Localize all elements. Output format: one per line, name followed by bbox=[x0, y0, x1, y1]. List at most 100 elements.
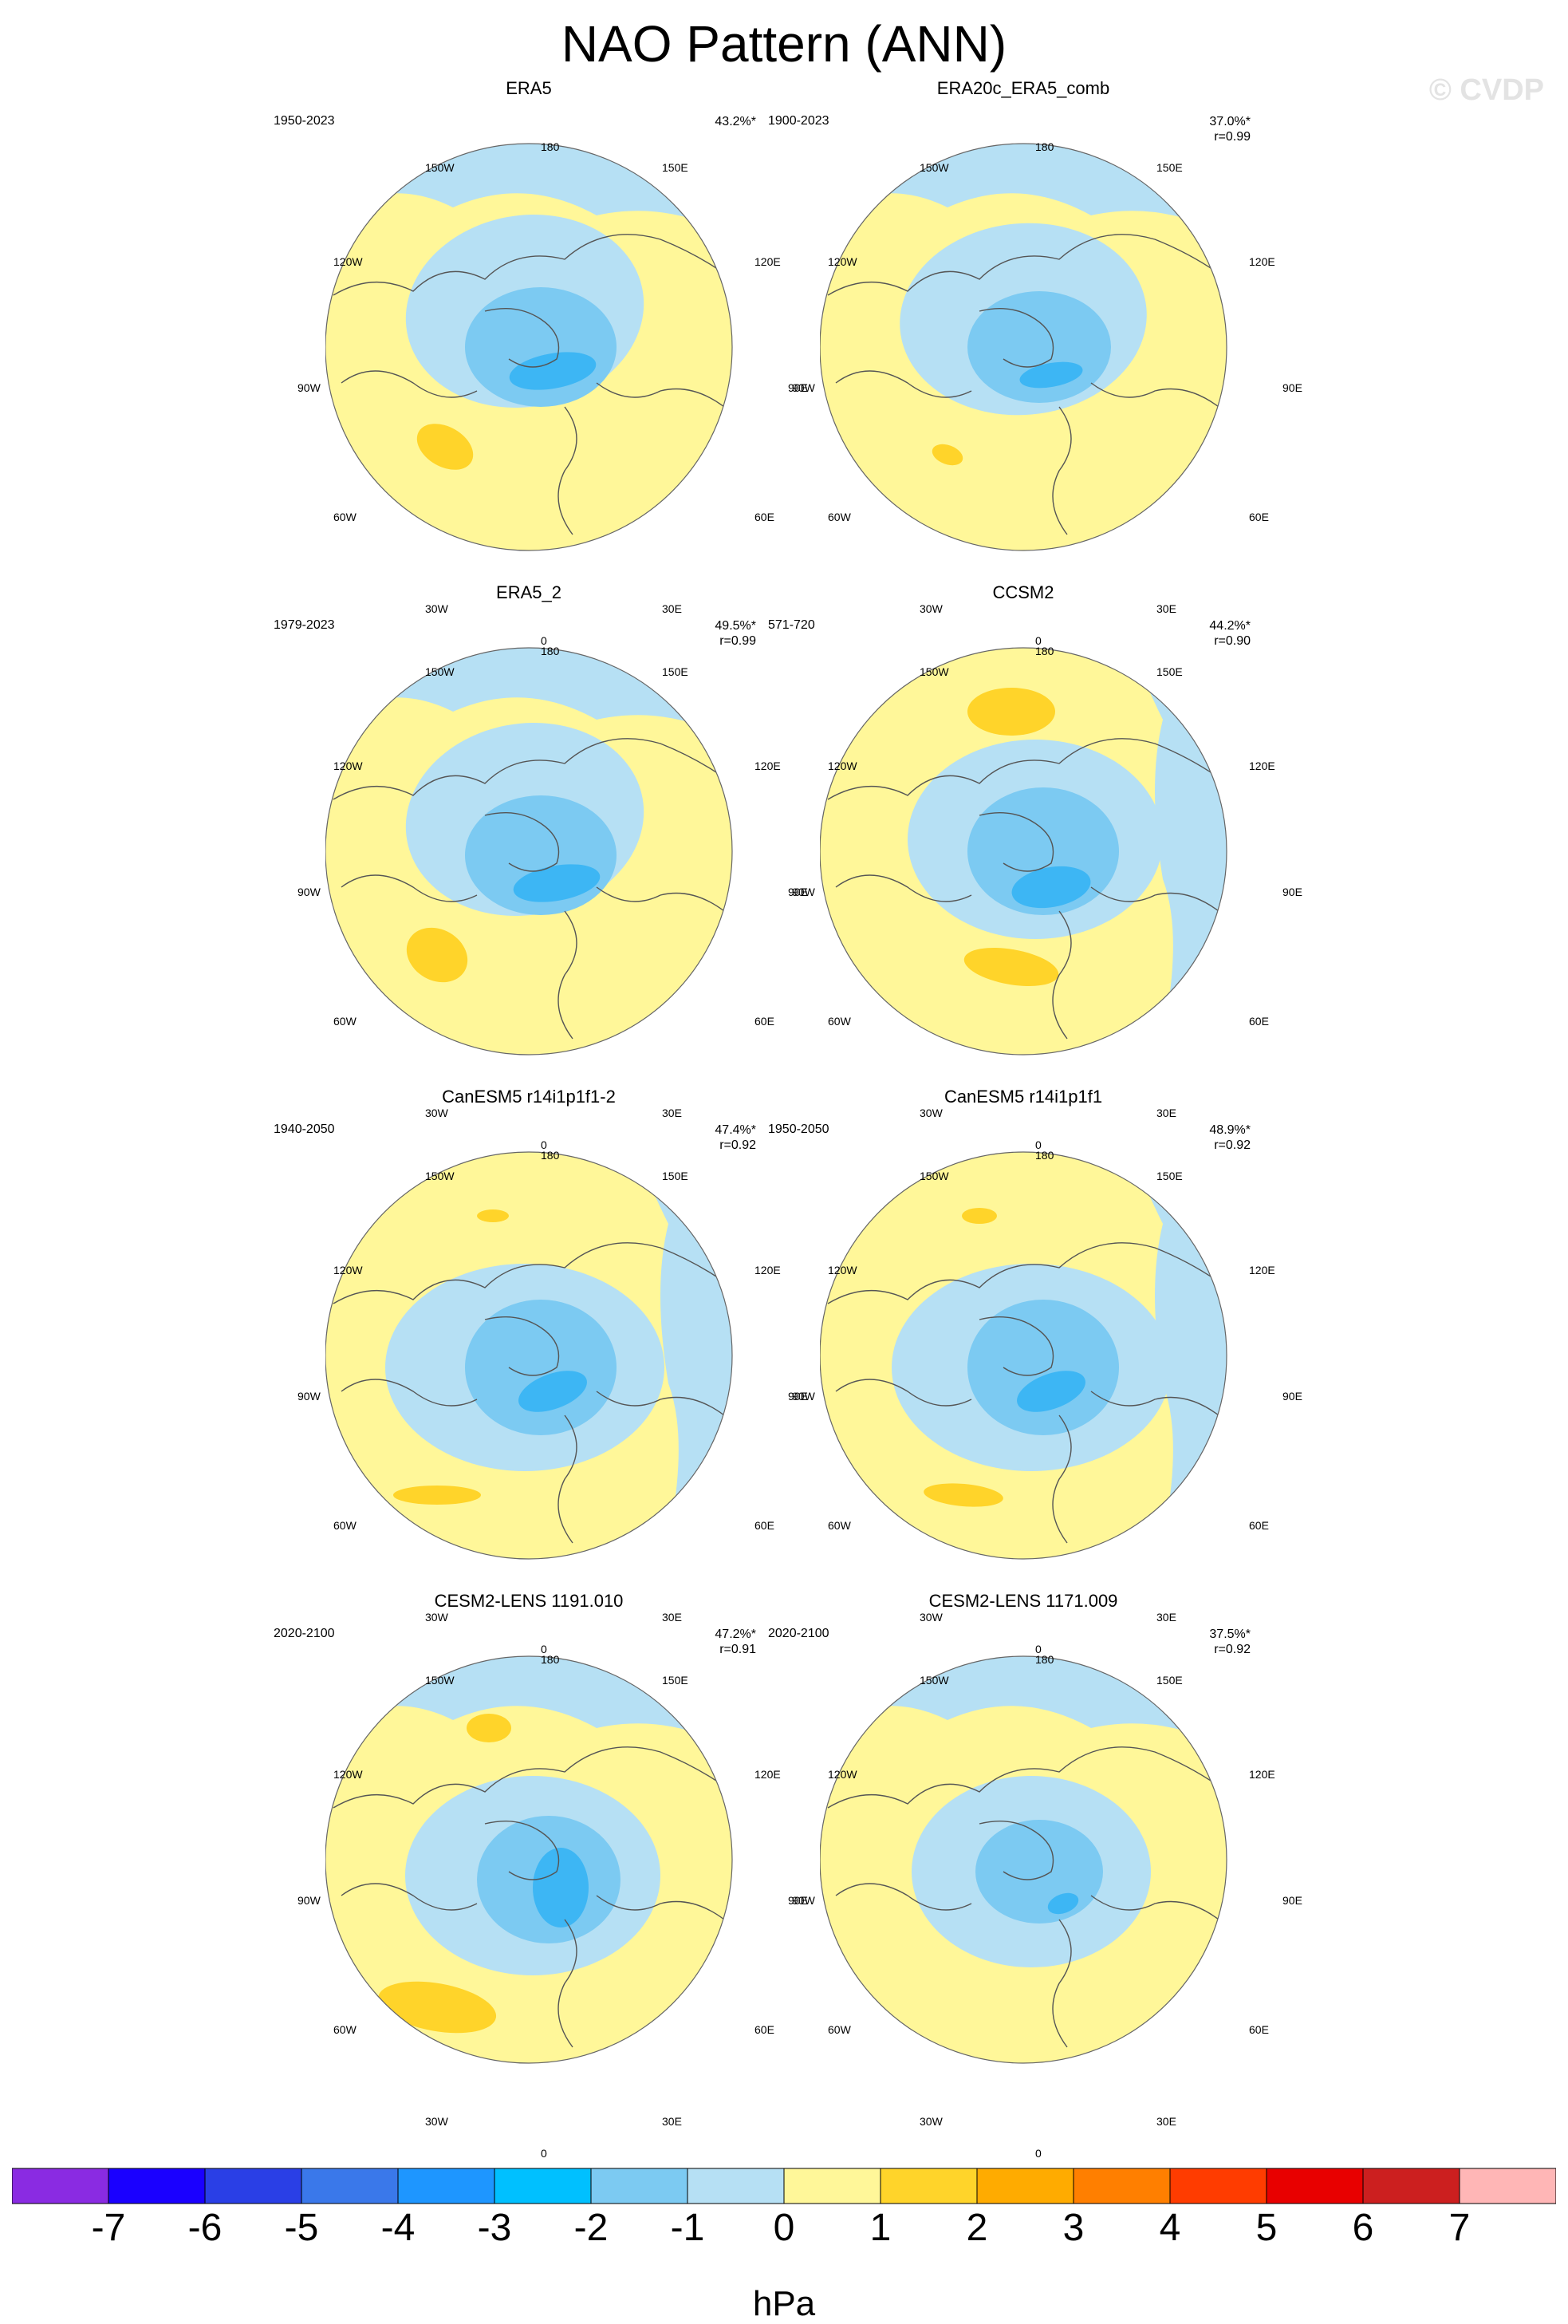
longitude-label: 60W bbox=[333, 511, 357, 523]
panel-title: CanESM5 r14i1p1f1 bbox=[944, 1087, 1103, 1107]
colorbar-swatch bbox=[1266, 2168, 1364, 2204]
panel-title: CESM2-LENS 1171.009 bbox=[928, 1591, 1118, 1611]
polar-map bbox=[325, 1151, 733, 1560]
map-panel: CanESM5 r14i1p1f1-2 1940-2050 47.4%* r=0.92… bbox=[258, 1087, 975, 1655]
map-panel: ERA20c_ERA5_comb 1900-2023 37.0%* r=0.99 180… bbox=[752, 78, 1470, 647]
longitude-label: 120E bbox=[754, 255, 781, 268]
longitude-label: 120W bbox=[828, 760, 857, 772]
longitude-label: 60E bbox=[754, 2023, 774, 2036]
variance-percent: 47.4%* bbox=[715, 1123, 756, 1137]
panel-variance-stat: 47.2%* r=0.91 bbox=[668, 1627, 756, 1657]
panel-variance-stat: 44.2%* r=0.90 bbox=[1163, 618, 1251, 649]
longitude-label: 120E bbox=[754, 1264, 781, 1276]
colorbar-swatch bbox=[590, 2168, 688, 2204]
panel-variance-stat: 49.5%* r=0.99 bbox=[668, 618, 756, 649]
map-panel: ERA5 1950-2023 43.2%* 180 150E 120E 90E 60E 30E 0… bbox=[258, 78, 975, 647]
longitude-label: 150W bbox=[425, 161, 455, 174]
colorbar-tick: -3 bbox=[477, 2207, 512, 2249]
longitude-label: 60E bbox=[1249, 511, 1269, 523]
panel-variance-stat: 43.2%* bbox=[668, 114, 756, 129]
longitude-label: 120E bbox=[1249, 1768, 1275, 1781]
colorbar-swatch bbox=[301, 2168, 399, 2204]
colorbar-tick: 1 bbox=[869, 2207, 892, 2249]
longitude-label: 120W bbox=[333, 760, 363, 772]
panel-period: 2020-2100 bbox=[274, 1627, 335, 1640]
longitude-label: 120E bbox=[1249, 255, 1275, 268]
colorbar-swatch bbox=[687, 2168, 785, 2204]
panel-title: ERA5_2 bbox=[496, 582, 561, 602]
longitude-label: 90W bbox=[792, 381, 815, 394]
pattern-correlation: r=0.92 bbox=[1214, 1643, 1251, 1656]
polar-map bbox=[820, 647, 1227, 1055]
longitude-label: 180 bbox=[541, 1149, 560, 1162]
longitude-label: 120W bbox=[333, 255, 363, 268]
panel-period: 1950-2023 bbox=[274, 114, 335, 128]
panel-title: CESM2-LENS 1191.010 bbox=[434, 1591, 624, 1611]
colorbar-swatch bbox=[12, 2168, 109, 2204]
longitude-label: 90E bbox=[788, 1390, 808, 1403]
pattern-correlation: r=0.90 bbox=[1214, 634, 1251, 648]
panel-variance-stat: 37.5%* r=0.92 bbox=[1163, 1627, 1251, 1657]
panel-title: ERA20c_ERA5_comb bbox=[936, 78, 1110, 98]
longitude-label: 60E bbox=[1249, 1519, 1269, 1532]
page-title: NAO Pattern (ANN) bbox=[561, 15, 1007, 73]
panel-period: 1979-2023 bbox=[274, 618, 335, 632]
panel-period: 1940-2050 bbox=[274, 1123, 335, 1136]
longitude-label: 180 bbox=[541, 140, 560, 153]
longitude-label: 150E bbox=[662, 1674, 688, 1687]
longitude-label: 90W bbox=[792, 1390, 815, 1403]
colorbar-tick: 5 bbox=[1255, 2207, 1278, 2249]
colorbar-swatch bbox=[1169, 2168, 1267, 2204]
longitude-label: 150W bbox=[920, 1674, 949, 1687]
longitude-label: 90W bbox=[297, 1390, 321, 1403]
longitude-label: 60W bbox=[828, 1015, 851, 1028]
longitude-label: 60W bbox=[333, 1015, 357, 1028]
longitude-label: 150W bbox=[920, 665, 949, 678]
longitude-label: 90E bbox=[1282, 381, 1302, 394]
longitude-label: 180 bbox=[1035, 140, 1054, 153]
colorbar bbox=[12, 2168, 1556, 2204]
colorbar-swatch bbox=[1459, 2168, 1556, 2204]
longitude-label: 150E bbox=[662, 665, 688, 678]
pattern-correlation: r=0.92 bbox=[1214, 1138, 1251, 1152]
longitude-label: 180 bbox=[1035, 1149, 1054, 1162]
longitude-label: 60E bbox=[754, 511, 774, 523]
longitude-label: 30E bbox=[1156, 2115, 1176, 2128]
colorbar-tick: -5 bbox=[284, 2207, 319, 2249]
pattern-correlation: r=0.91 bbox=[719, 1643, 756, 1656]
longitude-label: 30E bbox=[1156, 602, 1176, 615]
variance-percent: 48.9%* bbox=[1209, 1123, 1251, 1137]
longitude-label: 30E bbox=[1156, 1107, 1176, 1119]
longitude-label: 60E bbox=[754, 1519, 774, 1532]
longitude-label: 90W bbox=[297, 886, 321, 898]
longitude-label: 30E bbox=[662, 2115, 682, 2128]
longitude-label: 120W bbox=[828, 1768, 857, 1781]
longitude-label: 60W bbox=[828, 2023, 851, 2036]
polar-map bbox=[820, 143, 1227, 551]
colorbar-swatch bbox=[1362, 2168, 1460, 2204]
longitude-label: 60W bbox=[333, 2023, 357, 2036]
longitude-label: 30W bbox=[425, 602, 448, 615]
longitude-label: 90W bbox=[792, 1894, 815, 1907]
longitude-label: 60W bbox=[333, 1519, 357, 1532]
longitude-label: 150E bbox=[1156, 161, 1183, 174]
colorbar-swatch bbox=[494, 2168, 592, 2204]
longitude-label: 0 bbox=[1035, 1643, 1042, 1655]
longitude-label: 150E bbox=[662, 1170, 688, 1182]
longitude-label: 150W bbox=[425, 1674, 455, 1687]
variance-percent: 47.2%* bbox=[715, 1628, 756, 1641]
longitude-label: 120W bbox=[333, 1264, 363, 1276]
longitude-label: 60W bbox=[828, 1519, 851, 1532]
colorbar-tick: 3 bbox=[1062, 2207, 1085, 2249]
pattern-correlation: r=0.99 bbox=[719, 634, 756, 648]
colorbar-swatch bbox=[880, 2168, 978, 2204]
colorbar-tick: -1 bbox=[670, 2207, 705, 2249]
map-panel: ERA5_2 1979-2023 49.5%* r=0.99 180 150E 120E 90… bbox=[258, 582, 975, 1151]
colorbar-tick: 0 bbox=[773, 2207, 795, 2249]
longitude-label: 30W bbox=[920, 602, 943, 615]
panel-variance-stat: 47.4%* r=0.92 bbox=[668, 1123, 756, 1153]
longitude-label: 180 bbox=[1035, 645, 1054, 657]
longitude-label: 60E bbox=[1249, 2023, 1269, 2036]
longitude-label: 120E bbox=[1249, 1264, 1275, 1276]
colorbar-tick: -4 bbox=[380, 2207, 416, 2249]
